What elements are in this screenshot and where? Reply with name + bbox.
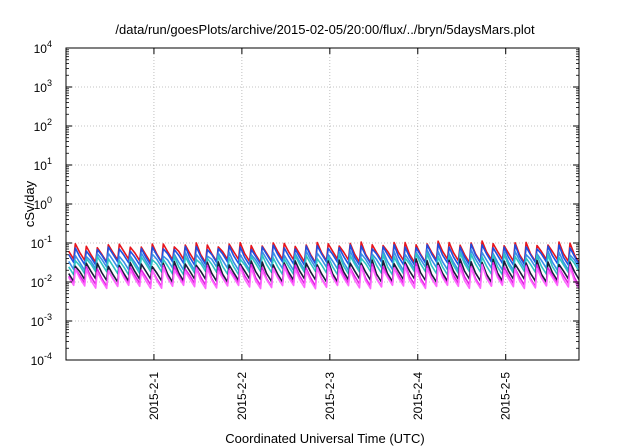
x-axis-ticks: 2015-2-1 2015-2-2 2015-2-3 2015-2-4 2015-2-5: [147, 48, 513, 420]
x-tick-label: 2015-2-2: [235, 372, 249, 420]
y-tick-label: 102: [34, 117, 52, 134]
x-tick-label: 2015-2-1: [147, 372, 161, 420]
y-tick-label: 10-2: [31, 273, 52, 290]
y-axis-label: cSv/day: [22, 180, 37, 227]
y-tick-label: 10-1: [31, 234, 52, 251]
x-tick-label: 2015-2-4: [411, 372, 425, 420]
x-tick-label: 2015-2-3: [323, 372, 337, 420]
series-line-2: [68, 243, 580, 266]
series-line-4: [68, 252, 580, 276]
plot-frame: [65, 47, 580, 361]
series-layer: [68, 240, 580, 290]
series-line-7: [68, 264, 580, 290]
y-tick-label: 100: [34, 195, 52, 212]
y-axis-ticks: 10-4 10-3 10-2 10-1 100 101 102 103 104: [31, 39, 579, 368]
y-tick-label: 103: [34, 78, 52, 95]
x-axis-label: Coordinated Universal Time (UTC): [225, 431, 424, 446]
y-tick-label: 104: [34, 39, 52, 56]
grid-lines: [66, 48, 579, 360]
chart-title: /data/run/goesPlots/archive/2015-02-05/2…: [115, 22, 535, 37]
y-tick-label: 10-4: [31, 351, 52, 368]
y-tick-label: 101: [34, 156, 52, 173]
y-tick-label: 10-3: [31, 312, 52, 329]
x-tick-label: 2015-2-5: [499, 372, 513, 420]
